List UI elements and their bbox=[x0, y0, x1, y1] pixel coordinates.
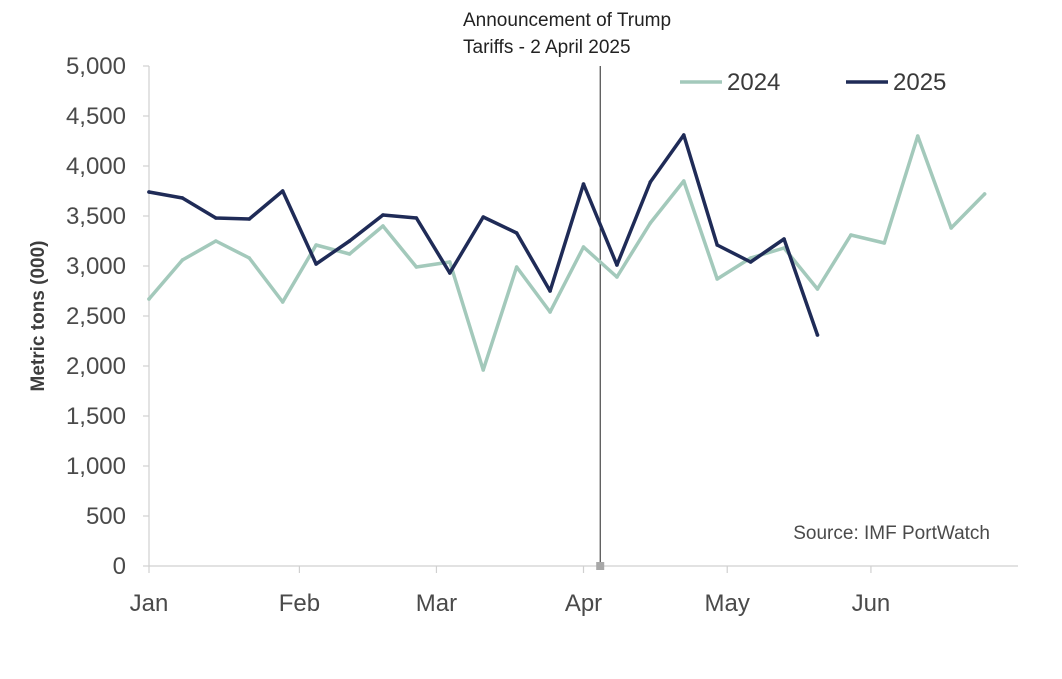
x-tick-label: Jun bbox=[852, 590, 891, 617]
data-point-2025 bbox=[214, 216, 218, 220]
y-tick-label: 1,500 bbox=[66, 403, 126, 430]
data-point-2024 bbox=[648, 221, 653, 225]
series-line-2024 bbox=[147, 134, 987, 372]
y-tick-label: 2,000 bbox=[66, 353, 126, 380]
y-tick-label: 0 bbox=[113, 553, 126, 580]
data-point-2024 bbox=[247, 256, 252, 260]
y-tick-label: 1,000 bbox=[66, 453, 126, 480]
data-point-2025 bbox=[715, 243, 719, 247]
data-point-2025 bbox=[815, 333, 820, 337]
source-note: Source: IMF PortWatch bbox=[793, 523, 990, 544]
data-point-2024 bbox=[214, 239, 218, 243]
data-point-2024 bbox=[414, 265, 419, 269]
y-tick-label: 4,000 bbox=[66, 153, 126, 180]
data-point-2025 bbox=[381, 213, 385, 217]
data-point-2024 bbox=[815, 287, 820, 291]
x-tick-label: Apr bbox=[565, 590, 602, 617]
data-point-2024 bbox=[280, 300, 285, 304]
data-point-2025 bbox=[615, 263, 619, 267]
y-tick-label: 3,500 bbox=[66, 203, 126, 230]
data-point-2024 bbox=[147, 297, 151, 301]
data-point-2024 bbox=[180, 258, 185, 262]
y-axis-title: Metric tons (000) bbox=[28, 241, 49, 392]
data-point-2025 bbox=[280, 189, 285, 193]
data-point-2024 bbox=[514, 265, 519, 269]
data-point-2024 bbox=[347, 252, 352, 256]
data-point-2025 bbox=[648, 180, 653, 184]
data-point-2025 bbox=[414, 216, 419, 220]
data-point-2025 bbox=[514, 231, 519, 235]
data-point-2024 bbox=[782, 246, 786, 250]
data-point-2024 bbox=[681, 179, 686, 183]
y-tick-label: 4,500 bbox=[66, 103, 126, 130]
data-point-2025 bbox=[314, 262, 318, 266]
legend: 2024 2025 bbox=[680, 69, 946, 96]
data-point-2025 bbox=[347, 239, 352, 243]
y-tick-label: 2,500 bbox=[66, 303, 126, 330]
data-point-2024 bbox=[581, 245, 586, 249]
annotation-group: Announcement of Trump Tariffs - 2 April 2… bbox=[463, 10, 671, 570]
annotation-marker bbox=[596, 562, 605, 570]
data-point-2025 bbox=[247, 217, 252, 221]
data-point-2025 bbox=[448, 271, 452, 275]
annotation-text-line2: Tariffs - 2 April 2025 bbox=[463, 37, 631, 58]
data-point-2025 bbox=[481, 215, 486, 219]
x-tick-label: May bbox=[705, 590, 750, 617]
data-point-2025 bbox=[147, 190, 151, 194]
data-point-2024 bbox=[448, 260, 452, 264]
x-tick-label: Feb bbox=[279, 590, 320, 617]
data-point-2025 bbox=[782, 237, 786, 241]
legend-label-2024: 2024 bbox=[727, 69, 780, 96]
data-point-2024 bbox=[381, 224, 385, 228]
y-tick-label: 5,000 bbox=[66, 53, 126, 80]
x-tick-label: Mar bbox=[416, 590, 457, 617]
data-point-2024 bbox=[548, 310, 552, 314]
data-point-2024 bbox=[314, 243, 318, 247]
x-axis: Jan Feb Mar Apr May Jun bbox=[130, 565, 1018, 617]
data-point-2024 bbox=[615, 275, 619, 279]
series-group bbox=[147, 133, 987, 372]
data-point-2025 bbox=[681, 133, 686, 137]
annotation-text-line1: Announcement of Trump bbox=[463, 10, 671, 31]
data-point-2025 bbox=[748, 260, 753, 264]
data-point-2025 bbox=[180, 196, 185, 200]
x-tick-label: Jan bbox=[130, 590, 169, 617]
y-tick-label: 500 bbox=[86, 503, 126, 530]
data-point-2025 bbox=[581, 182, 586, 186]
data-point-2024 bbox=[915, 134, 920, 138]
data-point-2024 bbox=[481, 368, 486, 372]
data-point-2024 bbox=[715, 277, 719, 281]
y-tick-label: 3,000 bbox=[66, 253, 126, 280]
legend-label-2025: 2025 bbox=[893, 69, 946, 96]
y-axis: 0 500 1,000 1,500 2,000 2,500 3,000 3,500 4,000 4… bbox=[66, 53, 150, 580]
series-line-2025 bbox=[147, 133, 820, 337]
data-point-2024 bbox=[982, 192, 987, 196]
data-point-2024 bbox=[882, 241, 887, 245]
data-point-2024 bbox=[949, 226, 953, 230]
data-point-2024 bbox=[748, 256, 753, 260]
data-point-2025 bbox=[548, 289, 552, 293]
data-point-2024 bbox=[849, 233, 853, 237]
